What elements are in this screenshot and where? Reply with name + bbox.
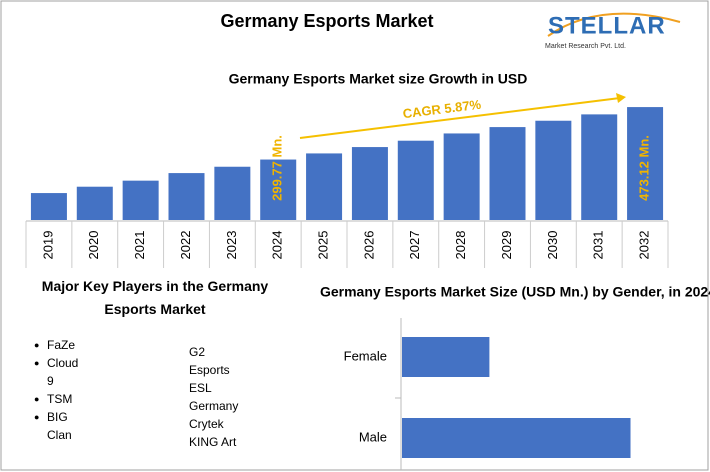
player: Crytek	[189, 417, 224, 431]
x-tick-label: 2030	[545, 231, 560, 260]
x-tick-label: 2032	[637, 231, 652, 260]
logo-swoosh	[547, 12, 681, 37]
player: FaZe	[34, 336, 81, 354]
bar	[489, 127, 526, 220]
player-list: FaZeCloud 9TSMBIG Clan	[34, 336, 81, 444]
x-tick-label: 2026	[361, 231, 376, 260]
x-tick-label: 2022	[178, 231, 193, 260]
x-tick-label: 2025	[316, 231, 331, 260]
x-tick-label: 2019	[40, 231, 55, 260]
player: KING Art	[189, 435, 237, 449]
x-tick-label: 2029	[499, 231, 514, 260]
bar	[76, 186, 113, 220]
bar	[351, 147, 388, 220]
bar	[30, 193, 67, 220]
x-tick-label: 2023	[224, 231, 239, 260]
arrow-head	[616, 93, 626, 103]
page-title: Germany Esports Market	[220, 11, 433, 31]
chart-title: Germany Esports Market Size (USD Mn.) by…	[320, 284, 710, 300]
bar	[402, 418, 631, 458]
bar	[260, 159, 297, 220]
bar	[581, 114, 618, 220]
y-tick-label: Male	[359, 429, 387, 444]
bar	[122, 180, 159, 220]
bar	[397, 140, 434, 220]
bar	[535, 120, 572, 220]
x-tick-label: 2031	[591, 231, 606, 260]
logo-tagline: Market Research Pvt. Ltd.	[545, 43, 626, 50]
x-tick-label: 2028	[453, 231, 468, 260]
bar	[168, 173, 205, 220]
player: TSM	[34, 390, 81, 408]
player: ESL Germany	[189, 381, 239, 413]
y-tick-label: Female	[344, 348, 387, 363]
player: G2 Esports	[189, 345, 230, 377]
cagr-arrow	[299, 97, 621, 139]
x-tick-label: 2027	[407, 231, 422, 260]
player-list: G2 Esports ESL Germany Crytek KING Art	[189, 343, 249, 451]
x-tick-label: 2020	[86, 231, 101, 260]
bar	[306, 153, 343, 220]
logo: STELLAR	[548, 12, 666, 39]
x-tick-label: 2024	[270, 231, 285, 260]
data-label: 299.77 Mn.	[270, 135, 285, 201]
player: Cloud 9	[34, 354, 81, 390]
bar	[402, 337, 490, 377]
bar	[214, 166, 251, 220]
players-title: Major Key Players in the Germany Esports…	[41, 278, 269, 317]
bar	[627, 107, 664, 220]
x-tick-label: 2021	[132, 231, 147, 260]
data-label: 473.12 Mn.	[637, 135, 652, 201]
player: BIG Clan	[34, 408, 81, 444]
bar	[443, 133, 480, 220]
chart-title: Germany Esports Market size Growth in US…	[229, 71, 528, 87]
